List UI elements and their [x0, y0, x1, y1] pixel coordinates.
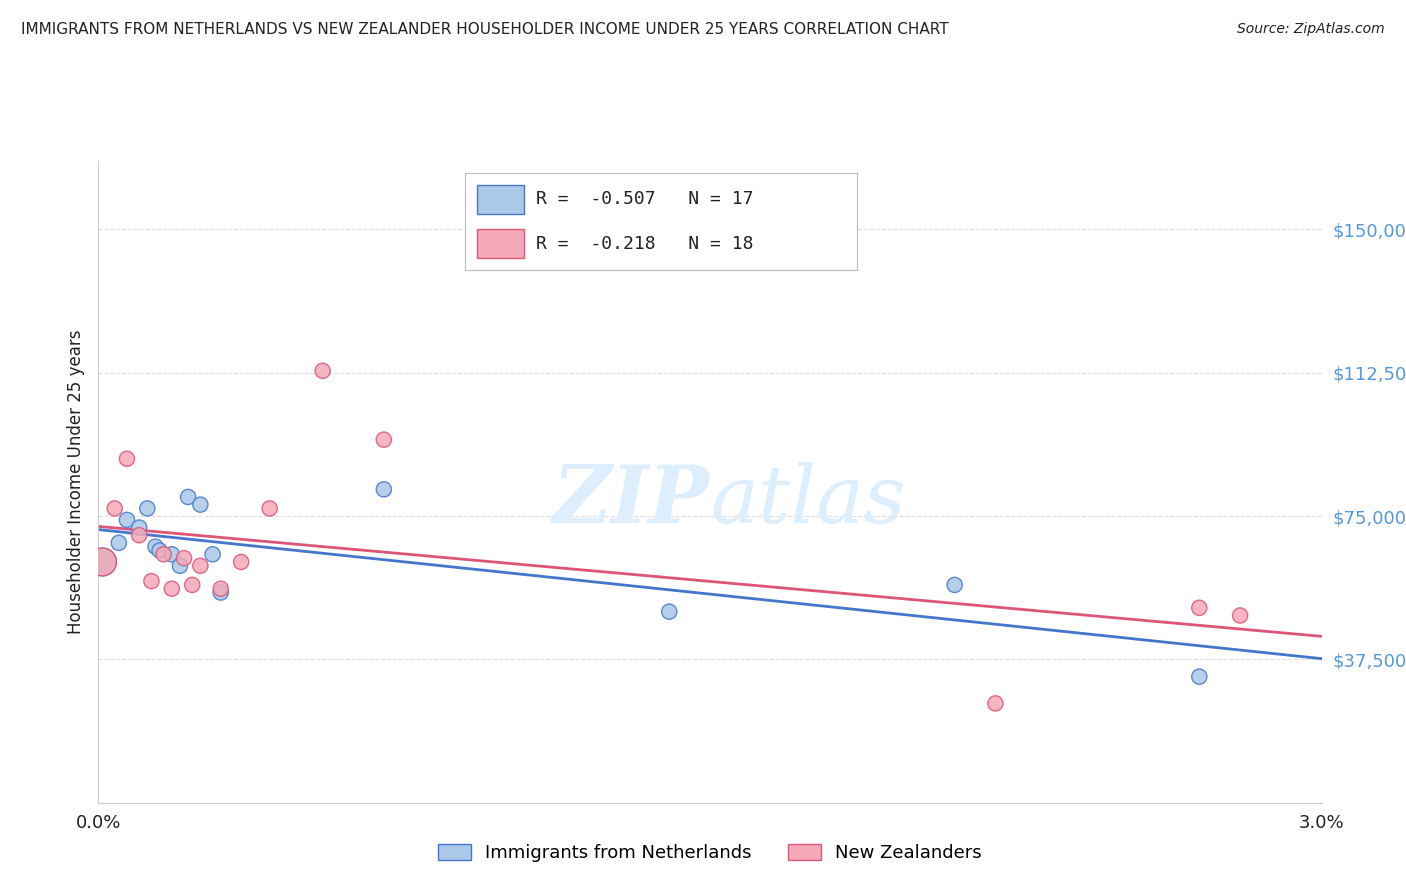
Point: [231, 555, 253, 569]
Point: [373, 433, 395, 447]
Text: atlas: atlas: [710, 462, 905, 540]
Point: [91, 555, 114, 569]
Point: [1188, 600, 1211, 615]
Point: [145, 540, 167, 554]
Legend: Immigrants from Netherlands, New Zealanders: Immigrants from Netherlands, New Zealand…: [429, 835, 991, 871]
Point: [201, 547, 224, 561]
Point: [173, 551, 195, 566]
Point: [160, 582, 183, 596]
Point: [984, 697, 1007, 711]
Point: [943, 578, 966, 592]
Point: [141, 574, 163, 588]
Point: [311, 364, 335, 378]
Point: [373, 483, 395, 497]
FancyBboxPatch shape: [477, 185, 524, 214]
Point: [160, 547, 183, 561]
Point: [1229, 608, 1251, 623]
Point: [188, 498, 212, 512]
Point: [169, 558, 191, 573]
Point: [115, 451, 138, 466]
Point: [658, 605, 681, 619]
Point: [104, 501, 127, 516]
Point: [91, 555, 114, 569]
FancyBboxPatch shape: [477, 229, 524, 258]
Point: [152, 547, 174, 561]
Point: [259, 501, 281, 516]
Point: [209, 585, 232, 599]
Point: [128, 528, 150, 542]
Point: [128, 520, 150, 534]
Point: [188, 558, 212, 573]
Point: [177, 490, 200, 504]
Text: IMMIGRANTS FROM NETHERLANDS VS NEW ZEALANDER HOUSEHOLDER INCOME UNDER 25 YEARS C: IMMIGRANTS FROM NETHERLANDS VS NEW ZEALA…: [21, 22, 949, 37]
Text: Source: ZipAtlas.com: Source: ZipAtlas.com: [1237, 22, 1385, 37]
Point: [115, 513, 138, 527]
Y-axis label: Householder Income Under 25 years: Householder Income Under 25 years: [66, 329, 84, 634]
Text: ZIP: ZIP: [553, 462, 710, 540]
Point: [181, 578, 204, 592]
Point: [149, 543, 172, 558]
Text: R =  -0.507   N = 17: R = -0.507 N = 17: [536, 190, 754, 209]
Point: [1188, 670, 1211, 684]
Point: [209, 582, 232, 596]
Point: [108, 536, 131, 550]
Text: R =  -0.218   N = 18: R = -0.218 N = 18: [536, 235, 754, 252]
Point: [136, 501, 159, 516]
